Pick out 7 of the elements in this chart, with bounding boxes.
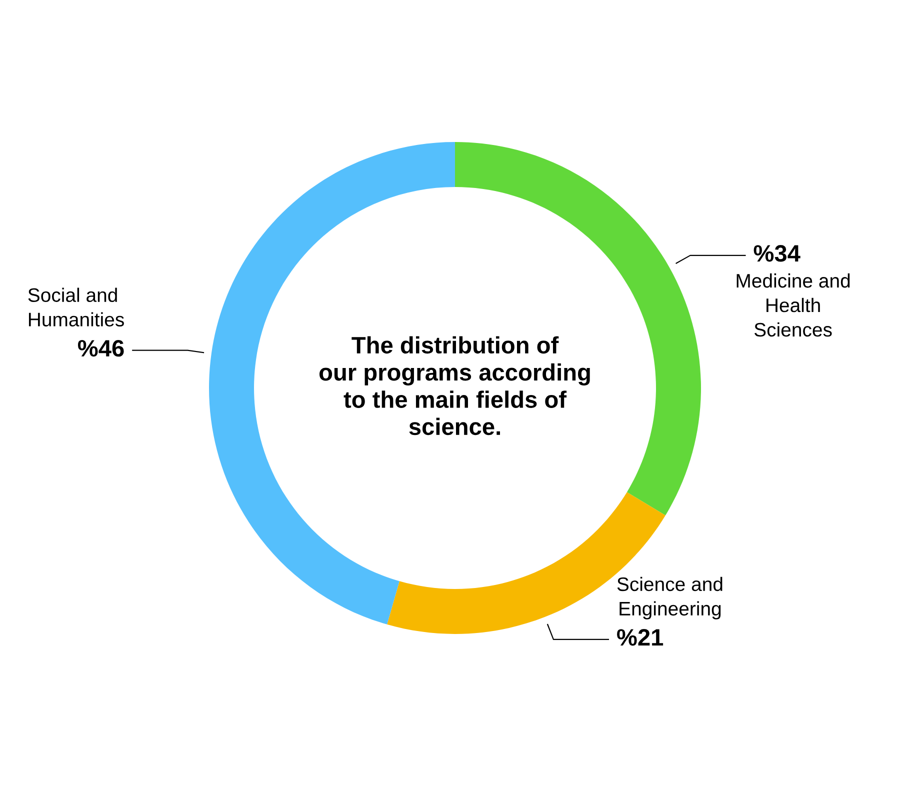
data-label: %46 xyxy=(78,340,124,357)
slice-label: Medicine and Health Sciences xyxy=(736,273,850,337)
data-label: %21 xyxy=(617,629,664,646)
slice-label: Social and Humanities xyxy=(28,288,124,326)
slice-label: Science and Engineering xyxy=(617,576,722,620)
text: The distribution of our programs according to the main fields of science. xyxy=(319,336,590,436)
data-label: %34 xyxy=(754,245,800,262)
